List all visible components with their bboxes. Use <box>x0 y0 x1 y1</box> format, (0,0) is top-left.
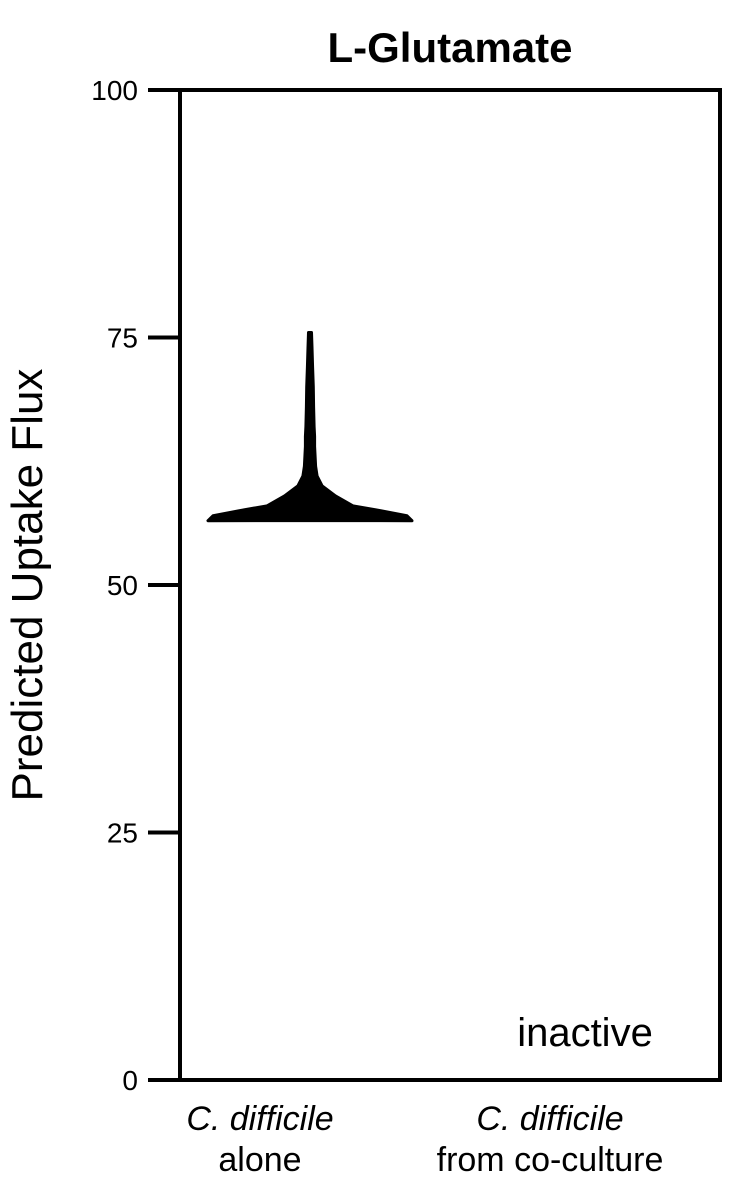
y-tick-label: 25 <box>107 818 138 849</box>
x-category-label-line2: from co-culture <box>437 1141 664 1179</box>
y-axis-label: Predicted Uptake Flux <box>3 369 52 802</box>
plot-frame <box>178 88 722 1082</box>
y-tick-label: 100 <box>91 75 138 106</box>
annotations: inactive <box>517 1011 653 1055</box>
violin-shape <box>206 331 414 523</box>
violin-series <box>206 331 414 523</box>
x-category-label-line1: C. difficile <box>186 1100 333 1138</box>
x-category-label-line2: alone <box>218 1141 301 1179</box>
chart-title: L-Glutamate <box>327 24 572 71</box>
y-tick-label: 50 <box>107 570 138 601</box>
y-tick-label: 0 <box>122 1065 138 1096</box>
y-axis-ticks: 0 25 50 75 100 <box>91 75 180 1096</box>
inactive-annotation: inactive <box>517 1011 653 1055</box>
y-tick-label: 75 <box>107 323 138 354</box>
x-category-label-line1: C. difficile <box>476 1100 623 1138</box>
